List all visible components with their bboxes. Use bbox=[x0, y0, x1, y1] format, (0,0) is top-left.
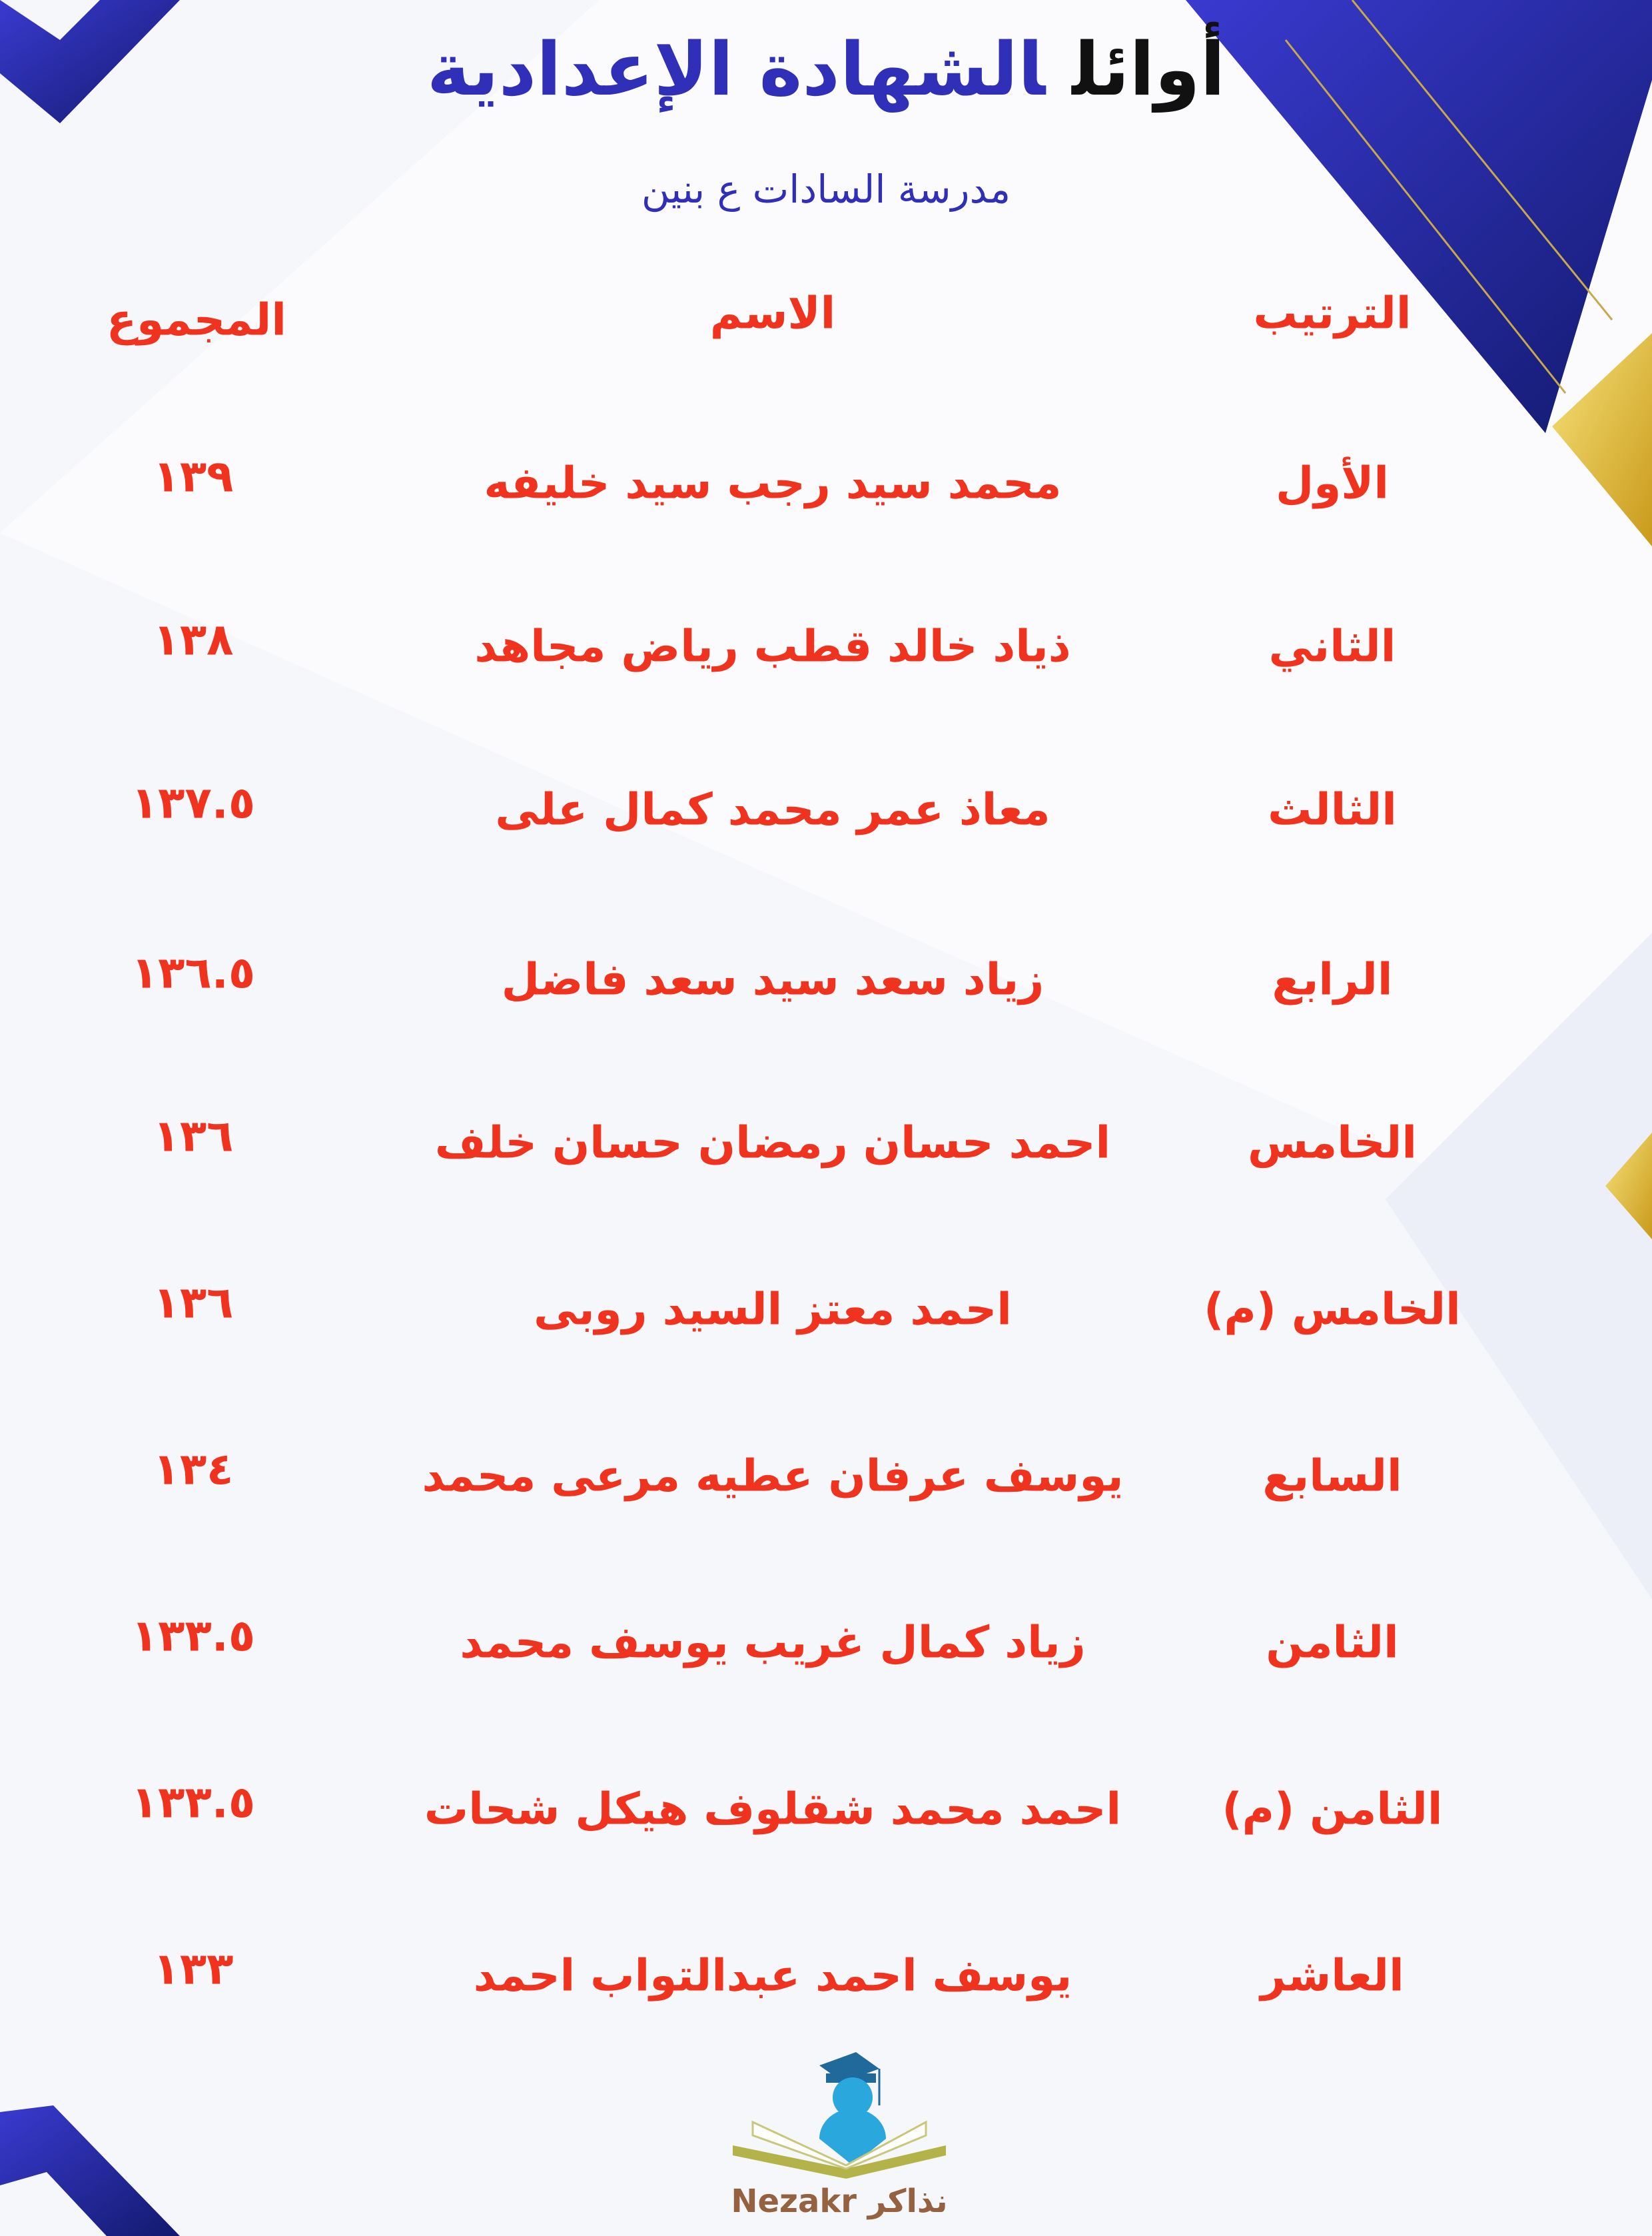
page-title: أوائل الشهادة الإعدادية bbox=[0, 27, 1652, 112]
rank-cell: الثامن (م) bbox=[1222, 1783, 1443, 1835]
total-cell: ١٣٦ bbox=[153, 1277, 234, 1329]
name-cell: ذياد خالد قطب رياض مجاهد bbox=[474, 620, 1071, 672]
rank-cell: الخامس (م) bbox=[1204, 1283, 1461, 1335]
total-cell: ١٣٣.٥ bbox=[131, 1776, 256, 1828]
nezakr-logo: Nezakr نذاكر bbox=[731, 2052, 948, 2220]
total-cell: ١٣٦ bbox=[153, 1110, 234, 1162]
name-cell: يوسف عرفان عطيه مرعى محمد bbox=[422, 1450, 1124, 1502]
rank-cell: الثاني bbox=[1268, 620, 1396, 672]
column-header-rank: الترتيب bbox=[1253, 287, 1412, 339]
name-cell: محمد سيد رجب سيد خليفه bbox=[484, 457, 1062, 509]
total-cell: ١٣٨ bbox=[153, 614, 234, 666]
name-cell: احمد حسان رمضان حسان خلف bbox=[434, 1117, 1111, 1169]
total-cell: ١٣٣.٥ bbox=[131, 1610, 256, 1662]
rank-cell: الثالث bbox=[1268, 784, 1397, 836]
column-header-total: المجموع bbox=[107, 294, 286, 346]
rank-cell: العاشر bbox=[1260, 1950, 1404, 2001]
name-cell: احمد محمد شقلوف هيكل شحات bbox=[424, 1783, 1122, 1835]
school-name: مدرسة السادات ع بنين bbox=[641, 167, 1011, 212]
total-cell: ١٣٧.٥ bbox=[131, 777, 256, 829]
rank-cell: الثامن bbox=[1266, 1616, 1399, 1668]
title-part-2: الشهادة الإعدادية bbox=[426, 27, 1046, 112]
name-cell: احمد معتز السيد روبى bbox=[534, 1283, 1012, 1335]
rank-cell: السابع bbox=[1262, 1450, 1402, 1502]
total-cell: ١٣٤ bbox=[153, 1443, 234, 1495]
rank-cell: الخامس bbox=[1248, 1117, 1417, 1169]
rank-cell: الأول bbox=[1275, 457, 1390, 509]
name-cell: معاذ عمر محمد كمال على bbox=[495, 784, 1050, 836]
total-cell: ١٣٣ bbox=[153, 1943, 234, 1995]
rank-cell: الرابع bbox=[1272, 953, 1393, 1005]
total-cell: ١٣٦.٥ bbox=[131, 947, 256, 999]
name-cell: يوسف احمد عبدالتواب احمد bbox=[473, 1950, 1072, 2001]
column-header-name: الاسم bbox=[709, 287, 836, 339]
title-part-1: أوائل bbox=[1072, 27, 1226, 112]
name-cell: زياد كمال غريب يوسف محمد bbox=[460, 1616, 1086, 1668]
name-cell: زياد سعد سيد سعد فاضل bbox=[501, 953, 1044, 1005]
total-cell: ١٣٩ bbox=[153, 450, 234, 502]
logo-text: Nezakr نذاكر bbox=[731, 2183, 947, 2220]
